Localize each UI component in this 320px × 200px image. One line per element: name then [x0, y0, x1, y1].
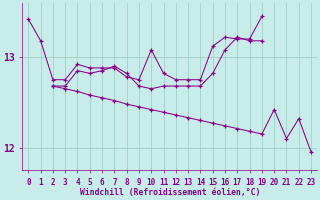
X-axis label: Windchill (Refroidissement éolien,°C): Windchill (Refroidissement éolien,°C)	[79, 188, 260, 197]
